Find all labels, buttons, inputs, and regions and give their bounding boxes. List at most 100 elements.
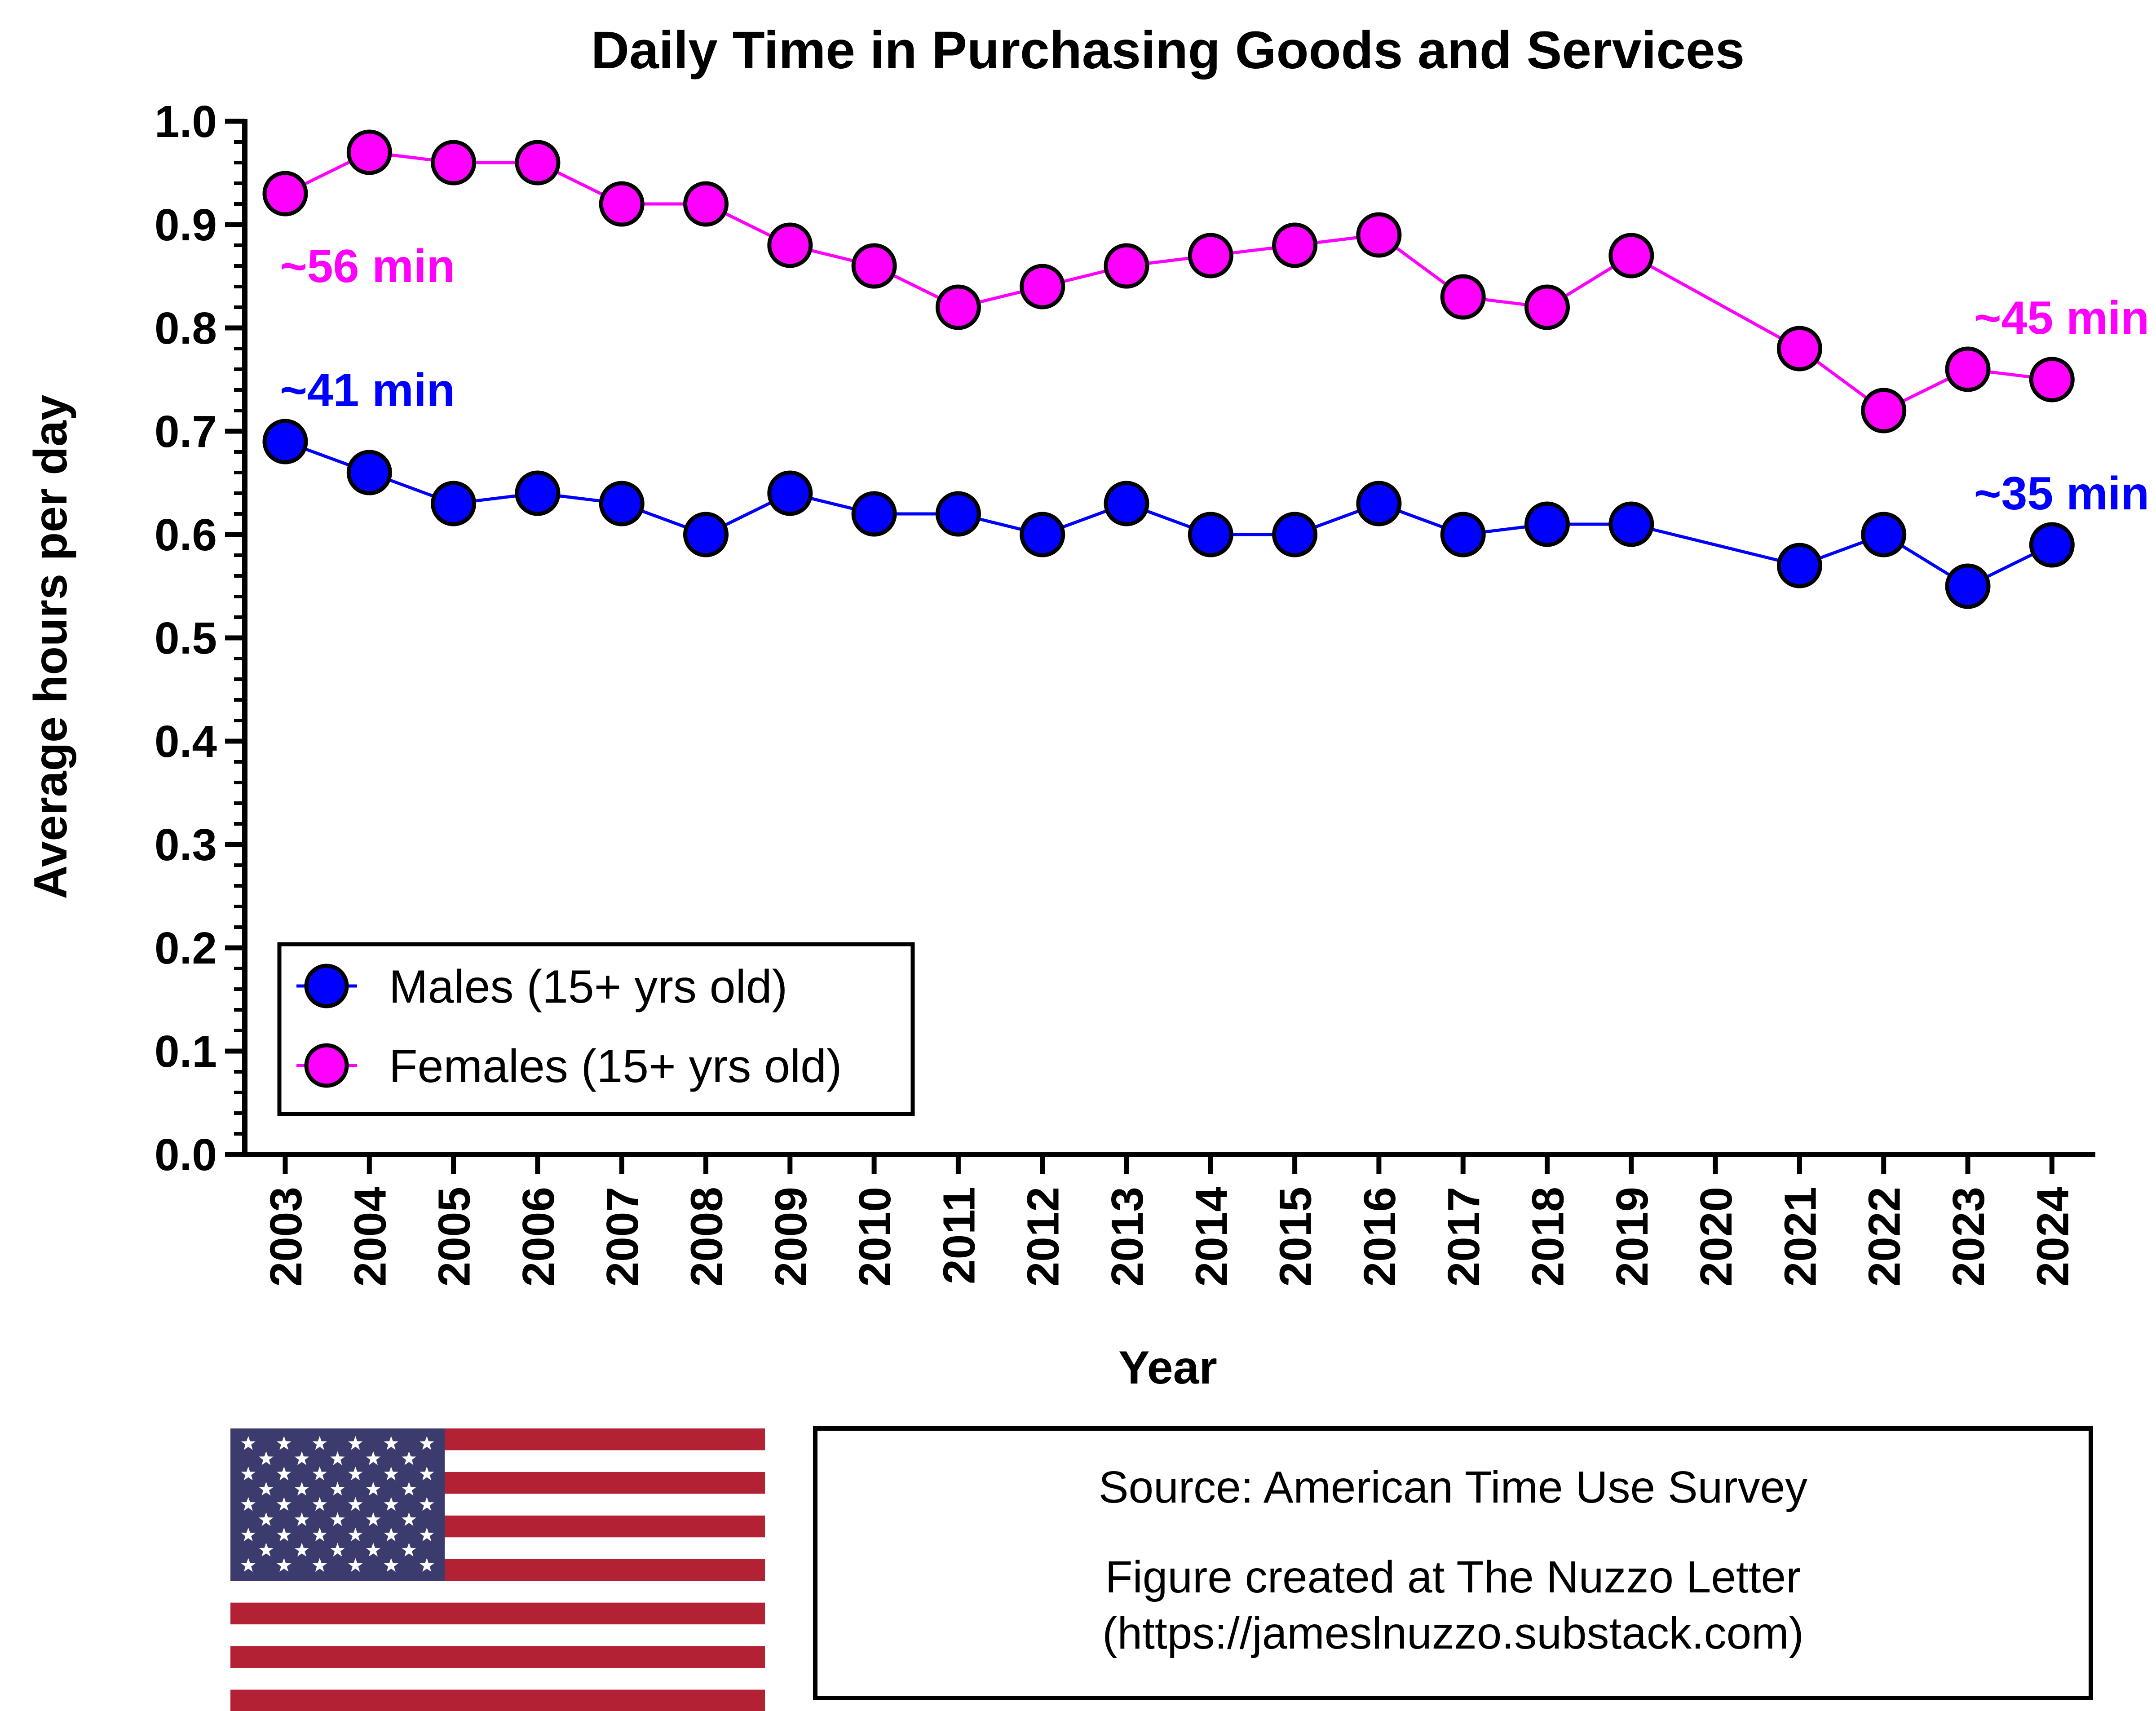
flag-star [330,1451,345,1465]
flag-star [366,1481,381,1496]
series-layer [262,129,2075,609]
y-tick-label: 0.5 [155,613,217,663]
flag-star [259,1481,274,1496]
data-point-females [1608,233,1654,279]
credit-line-2: (https://jameslnuzzo.substack.com) [1102,1608,1804,1658]
y-tick-label: 0.9 [155,200,217,250]
legend-marker-females [304,1043,349,1088]
x-axis: 2003 2004 2005 2006 2007 2008 2009 2010 2011 2012… [242,1152,2095,1287]
data-point-males [2029,522,2075,568]
flag-stripe [230,1602,765,1625]
flag-star [330,1512,345,1526]
flag-star [294,1512,309,1526]
flag-star [294,1451,309,1465]
legend: Males (15+ yrs old) Females (15+ yrs old… [277,942,915,1116]
flag-star [348,1436,363,1450]
y-axis: 0.0 0.1 0.2 0.3 0.4 0.5 0.6 0.7 0.8 0.9 1.0 [155,97,247,1180]
data-point-males [599,481,645,526]
data-point-males [683,512,729,557]
y-tick-label: 1.0 [155,97,217,147]
flag-star [420,1497,434,1511]
x-tick-label: 2012 [1018,1187,1069,1287]
flag-star [366,1512,381,1526]
flag-star [420,1527,434,1542]
flag-star [294,1481,309,1496]
flag-star [402,1512,416,1526]
x-tick-label: 2004 [345,1187,395,1287]
flag-star [277,1527,292,1542]
legend-label-females: Females (15+ yrs old) [389,1040,842,1092]
flag-stripe [230,1581,765,1603]
x-axis-title: Year [1118,1342,1217,1394]
data-point-males [431,481,477,526]
x-tick-label: 2018 [1523,1187,1573,1287]
legend-box [277,942,915,1116]
x-tick-label: 2013 [1102,1187,1153,1287]
flag-star [384,1436,398,1450]
data-point-females [1945,346,1991,392]
data-point-females [1861,388,1907,433]
source-line: Source: American Time Use Survey [1099,1462,1807,1512]
data-point-females [431,140,477,186]
data-point-males [1272,512,1318,557]
data-point-males [935,491,981,537]
legend-label-males: Males (15+ yrs old) [389,961,787,1013]
x-tick-label: 2019 [1607,1187,1657,1287]
data-point-females [2029,357,2075,402]
data-point-females [767,222,813,268]
annotation-label: ~45 min [1974,292,2149,344]
data-point-females [1356,212,1402,258]
data-point-males [515,470,561,516]
annotation-label: ~56 min [280,240,455,292]
data-point-males [346,450,392,495]
flag-star [330,1481,345,1496]
data-point-males [1104,481,1149,526]
chart-title: Daily Time in Purchasing Goods and Servi… [591,21,1745,80]
data-point-males [1861,512,1907,557]
data-point-females [1272,222,1318,268]
flag-star [366,1543,381,1557]
y-tick-label: 0.1 [155,1026,217,1077]
flag-star [241,1558,256,1572]
x-tick-label: 2009 [766,1187,816,1287]
flag-star [277,1558,292,1572]
flag-stripe [230,1646,765,1668]
data-point-males [1440,512,1486,557]
flag-star [277,1436,292,1450]
source-box-frame [813,1426,2093,1700]
annotation-label: ~35 min [1974,468,2149,520]
data-point-males [851,491,897,537]
flag-star [348,1497,363,1511]
flag-star [402,1451,416,1465]
flag-star [348,1558,363,1572]
flag-star [384,1558,398,1572]
flag-star [312,1497,327,1511]
data-point-males [767,470,813,516]
x-tick-label: 2010 [850,1187,900,1287]
flag-star [348,1527,363,1542]
flag-stripe [230,1668,765,1690]
y-tick-label: 0.4 [155,716,217,767]
flag-star [402,1481,416,1496]
annotation-layer: ~56 min ~41 min ~45 min ~35 min [280,240,2149,520]
flag-star [277,1466,292,1481]
data-point-males [262,419,308,464]
data-point-females [1104,243,1149,289]
flag-star [312,1466,327,1481]
data-point-females [599,181,645,227]
source-box: Source: American Time Use Survey Figure … [813,1426,2093,1700]
data-point-males [1608,501,1654,547]
x-tick-label: 2014 [1186,1187,1237,1287]
data-point-females [683,181,729,227]
flag-star [330,1543,345,1557]
x-tick-label: 2020 [1691,1187,1741,1287]
data-point-males [1188,512,1233,557]
flag-star [259,1543,274,1557]
data-point-males [1524,501,1570,547]
flag-star [294,1543,309,1557]
x-tick-label: 2006 [513,1187,564,1287]
data-point-females [1776,326,1822,371]
flag-star [312,1527,327,1542]
x-tick-label: 2024 [2028,1187,2078,1287]
